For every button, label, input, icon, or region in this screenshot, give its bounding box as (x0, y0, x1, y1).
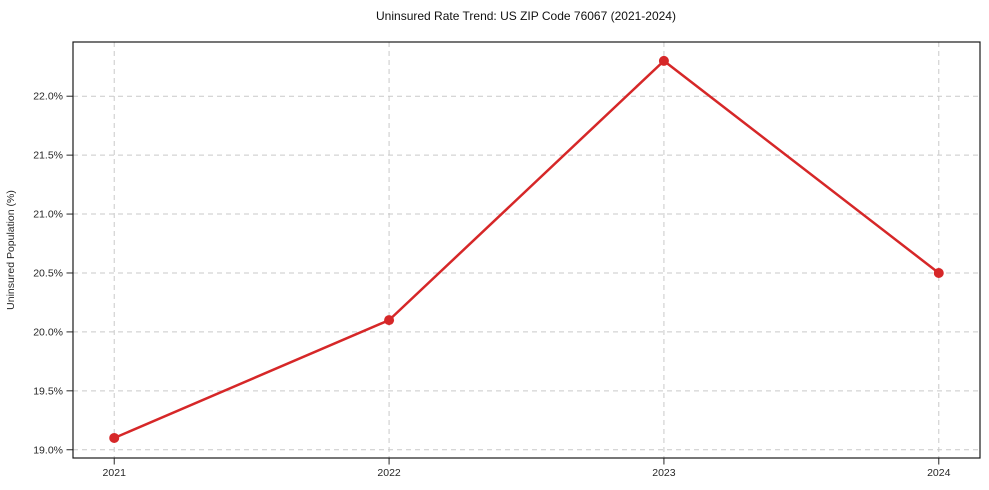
data-point (109, 432, 120, 443)
y-tick-label: 21.0% (33, 209, 63, 221)
y-axis-label: Uninsured Population (%) (5, 190, 17, 310)
y-tick-label: 20.0% (33, 326, 63, 338)
chart-title: Uninsured Rate Trend: US ZIP Code 76067 … (376, 9, 676, 23)
data-point (658, 55, 669, 66)
y-tick-label: 19.5% (33, 385, 63, 397)
trend-line (112, 59, 941, 440)
data-point (933, 267, 944, 278)
x-tick-label: 2024 (927, 467, 951, 479)
y-tick-label: 21.5% (33, 150, 63, 162)
x-tick-label: 2021 (103, 467, 127, 479)
plot-border (72, 41, 981, 459)
plot-area: 19.0% 19.5% 20.0% 20.5% 21.0% 21.5% 22.0% 2021 2… (33, 41, 981, 479)
y-tick-label: 22.0% (33, 91, 63, 103)
y-tick-label: 19.0% (33, 444, 63, 456)
x-tick-label: 2022 (377, 467, 401, 479)
y-tick-label: 20.5% (33, 267, 63, 279)
data-point (384, 315, 395, 326)
x-tick-label: 2023 (652, 467, 676, 479)
